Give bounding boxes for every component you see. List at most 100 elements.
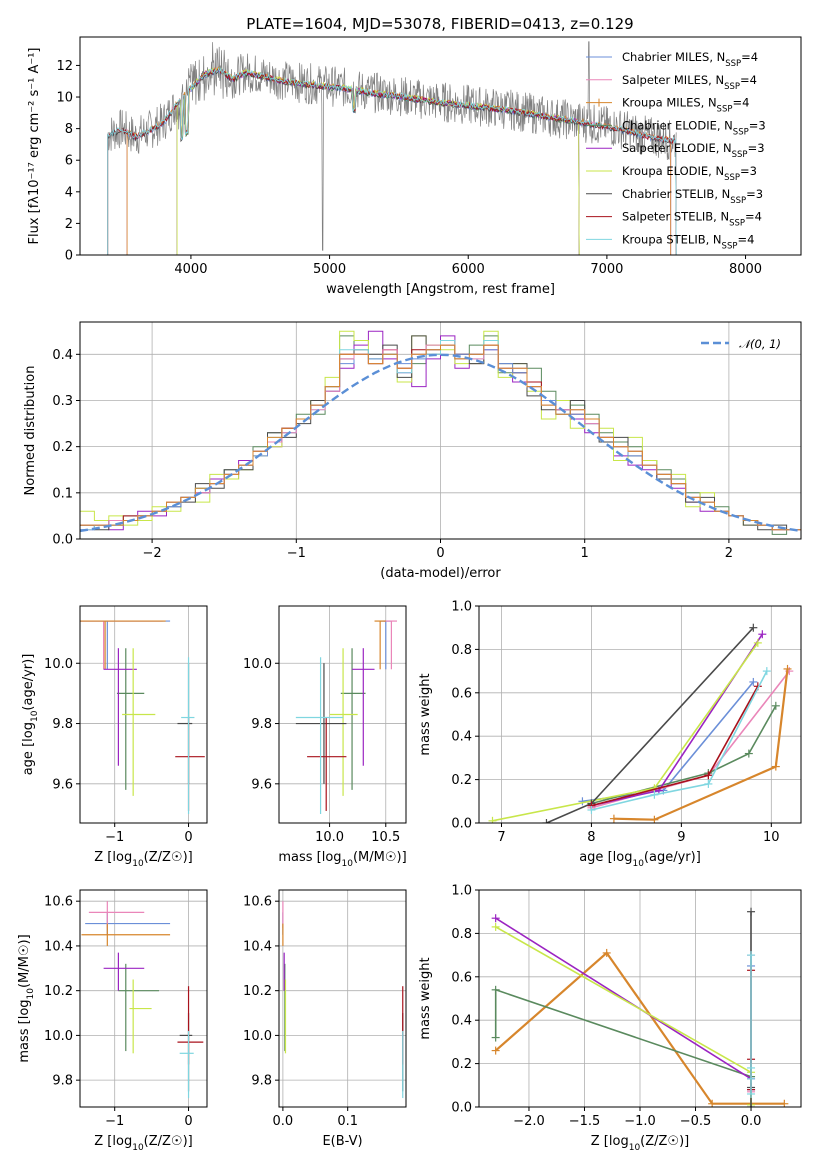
legend-entry: Salpeter ELODIE, NSSP=3: [622, 141, 765, 160]
normal-legend: 𝒩(0, 1): [701, 337, 781, 351]
errorbar-point: [177, 663, 193, 784]
errorbar-point: [340, 648, 366, 790]
figure-title: PLATE=1604, MJD=53078, FIBERID=0413, z=0…: [246, 15, 633, 33]
y-tick-label: 1.0: [451, 884, 472, 899]
y-tick-label: 10.0: [44, 1029, 73, 1044]
axes-frame: [79, 605, 208, 824]
plot-area: [282, 901, 404, 1099]
errorbar-point: [179, 1013, 193, 1092]
axes-frame: [79, 889, 208, 1108]
x-axis-label: Z [log10(Z/Z☉)]: [94, 1134, 192, 1153]
plot-area: [295, 620, 398, 814]
y-tick-label: 0.0: [52, 533, 73, 548]
legend-entry: 𝒩(0, 1): [739, 337, 781, 351]
x-tick-label: −1.0: [624, 1114, 656, 1129]
y-tick-label: 0.1: [52, 486, 73, 501]
x-tick-label: −1.5: [569, 1114, 601, 1129]
y-tick-label: 10.6: [243, 895, 272, 910]
y-axis-label: mass [log10(M/M☉)]: [17, 934, 36, 1062]
panel-mass_weight_vs_age: 7 8 9 10 0.0 0.2 0.4 0.6 0.8 1.0 age [log10(age/yr…: [418, 600, 802, 869]
axes-mass_vs_ebv: 0.0 0.1 9.8 10.0 10.2 10.4 10.6: [243, 889, 407, 1129]
legend-entry: Kroupa MILES, NSSP=4: [622, 96, 749, 115]
y-axis-label: Normed distribution: [23, 366, 38, 496]
axes-spectrum: 4000 5000 6000 7000 8000 0 2 4 6 8 10 12: [56, 36, 802, 277]
axes-mass_weight_vs_Z: −2.0 −1.5 −1.0 −0.5 0.0 0.0 0.2 0.4 0.6 0.8 1.0: [451, 884, 802, 1129]
y-tick-label: 0: [65, 249, 73, 264]
y-tick-label: 9.8: [251, 717, 272, 732]
legend-entry: Kroupa STELIB, NSSP=4: [622, 232, 754, 251]
errorbar-point: [85, 912, 171, 935]
mass-weight-series: [591, 705, 777, 805]
y-tick-label: 0.0: [451, 817, 472, 832]
mass-weight-series: [591, 670, 768, 811]
errorbar-point: [81, 923, 171, 946]
x-tick-label: −0.5: [680, 1114, 712, 1129]
y-tick-label: 9.8: [251, 1074, 272, 1089]
x-tick-label: −2: [143, 546, 162, 561]
x-tick-label: −1: [287, 546, 306, 561]
errorbar-point: [307, 717, 347, 811]
y-tick-label: 0.4: [451, 730, 472, 745]
errorbar-point: [129, 979, 152, 1054]
y-tick-label: 4: [65, 185, 73, 200]
y-tick-label: 10.2: [44, 984, 73, 999]
x-axis-label: wavelength [Angstrom, rest frame]: [326, 282, 555, 297]
model-spectrum-line: [176, 67, 580, 255]
y-tick-label: 9.8: [52, 717, 73, 732]
errorbar-point: [80, 620, 163, 670]
axes-residual_hist: −2 −1 0 1 2 0.0 0.1 0.2 0.3 0.4: [52, 321, 802, 561]
legend-entry: Chabrier STELIB, NSSP=3: [622, 187, 763, 206]
plot-area: [81, 901, 204, 1099]
x-tick-label: 0.0: [273, 1114, 294, 1129]
y-tick-label: 10.0: [243, 657, 272, 672]
y-tick-label: 0.0: [451, 1101, 472, 1116]
x-tick-label: −1: [105, 1114, 124, 1129]
y-axis-label: mass weight: [418, 673, 433, 755]
x-tick-label: −2.0: [513, 1114, 545, 1129]
spectrum-legend: Chabrier MILES, NSSP=4 Salpeter MILES, NS…: [586, 50, 766, 251]
y-tick-label: 6: [65, 154, 73, 169]
errorbar-point: [181, 657, 195, 814]
y-tick-label: 9.6: [251, 777, 272, 792]
normal-curve-line: [80, 353, 801, 533]
x-tick-label: 5000: [313, 262, 346, 277]
y-tick-label: 0.4: [52, 348, 73, 363]
x-axis-label: Z [log10(Z/Z☉)]: [94, 850, 192, 869]
x-tick-label: 7: [497, 830, 505, 845]
panel-age_vs_mass: 10.0 10.5 9.6 9.8 10.0 mass [log10(M/M☉)]: [243, 605, 407, 869]
y-tick-label: 2: [65, 217, 73, 232]
plot-area: [488, 623, 794, 823]
y-tick-label: 0.8: [451, 643, 472, 658]
errorbar-point: [103, 952, 145, 991]
x-tick-label: 7000: [590, 262, 623, 277]
y-tick-label: 9.8: [52, 1074, 73, 1089]
mass-weight-series: [591, 685, 759, 807]
y-tick-label: 10.0: [243, 1029, 272, 1044]
errorbar-point: [116, 648, 145, 790]
y-axis-label: Flux [fλ10⁻¹⁷ erg cm⁻² s⁻¹ A⁻¹]: [27, 48, 42, 245]
axes-age_vs_mass: 10.0 10.5 9.6 9.8 10.0: [243, 605, 407, 845]
y-tick-label: 0.2: [52, 440, 73, 455]
x-tick-label: 8: [587, 830, 595, 845]
errorbar-point: [380, 620, 392, 670]
y-tick-label: 10.2: [243, 984, 272, 999]
plot-area: [491, 907, 789, 1107]
y-tick-label: 0.2: [451, 773, 472, 788]
panel-mass_weight_vs_Z: −2.0 −1.5 −1.0 −0.5 0.0 0.0 0.2 0.4 0.6 0.8 1.0 Z […: [418, 884, 802, 1153]
y-tick-label: 8: [65, 122, 73, 137]
y-tick-label: 0.4: [451, 1014, 472, 1029]
y-tick-label: 0.6: [451, 970, 472, 985]
x-tick-label: 10.0: [315, 830, 344, 845]
errorbar-point: [179, 1030, 194, 1099]
panel-age_vs_Z: −1 0 9.6 9.8 10.0 Z [log10(Z/Z☉)] age [log10(a…: [21, 605, 208, 869]
y-tick-label: 10: [56, 91, 73, 106]
legend-entry: Chabrier ELODIE, NSSP=3: [622, 118, 766, 137]
axes-mass_weight_vs_age: 7 8 9 10 0.0 0.2 0.4 0.6 0.8 1.0: [451, 600, 802, 845]
x-axis-label: mass [log10(M/M☉)]: [278, 850, 406, 869]
mass-weight-series: [494, 951, 785, 1105]
y-tick-label: 10.6: [44, 895, 73, 910]
errorbar-point: [118, 963, 160, 1052]
legend-entry: Salpeter STELIB, NSSP=4: [622, 210, 762, 229]
y-tick-label: 9.6: [52, 777, 73, 792]
